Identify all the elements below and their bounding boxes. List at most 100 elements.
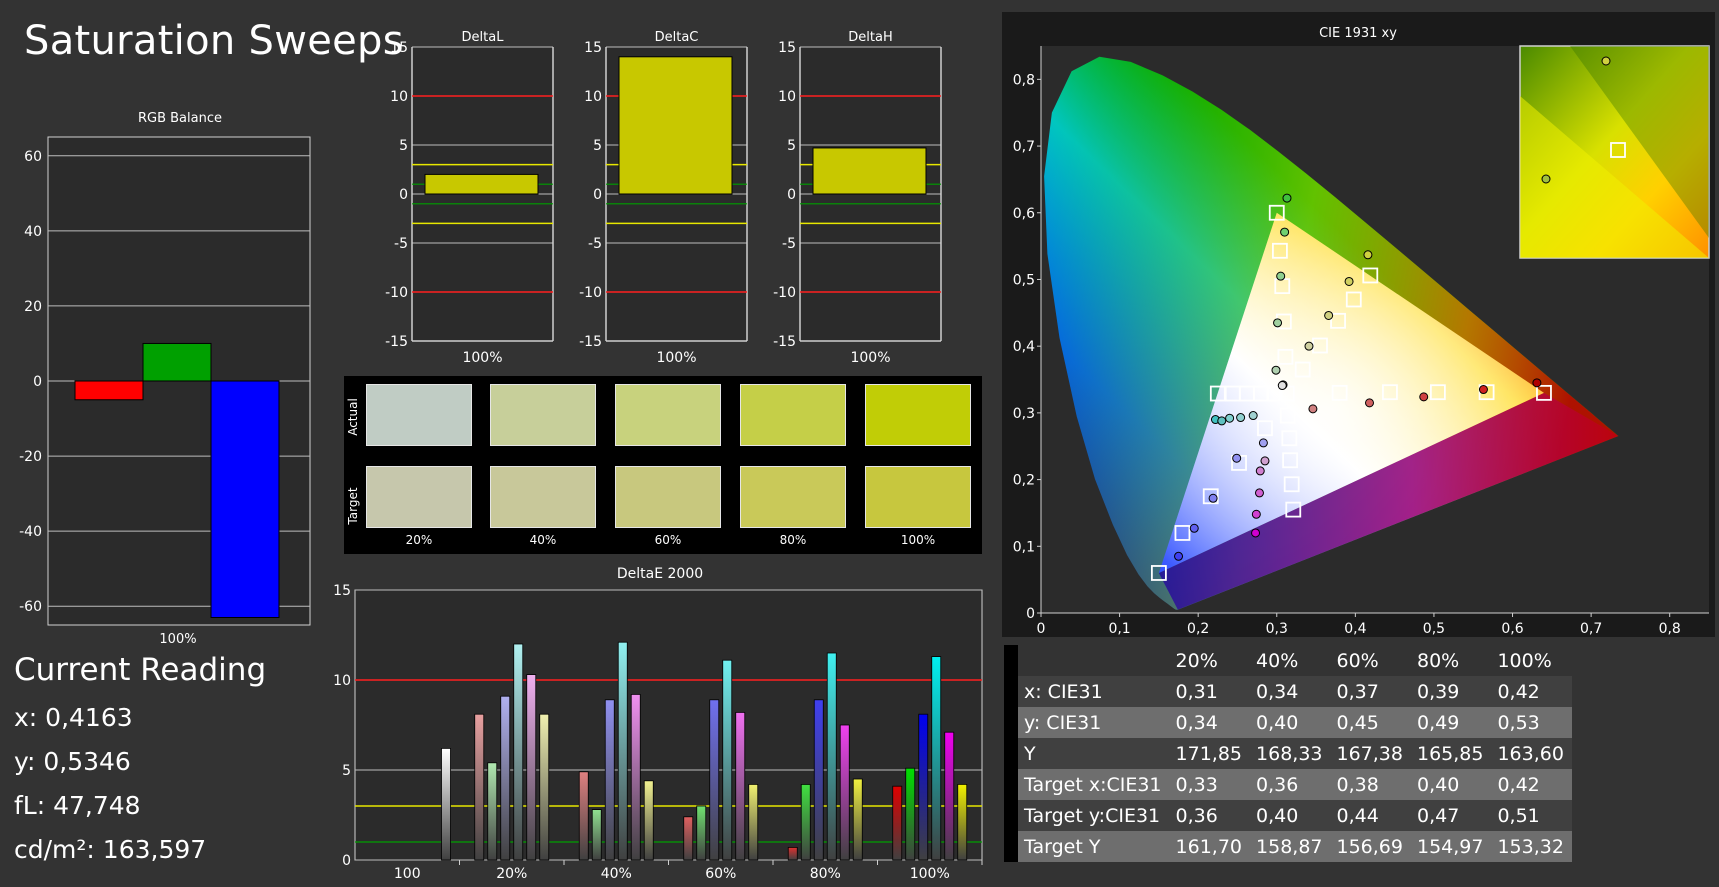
deltae-bar xyxy=(513,643,524,861)
cie-target-marker xyxy=(1257,420,1273,437)
deltae-xlabel: 60% xyxy=(705,866,736,882)
row-label: x: CIE31 xyxy=(1018,676,1170,707)
rgb-ytick: -60 xyxy=(19,599,42,615)
cie-target-marker xyxy=(1209,385,1226,402)
cie-target-marker xyxy=(1345,291,1362,308)
cie-xtick: 0,3 xyxy=(1266,621,1288,637)
table-cell: 0,39 xyxy=(1410,676,1492,707)
deltae-bar xyxy=(441,747,451,861)
reading-y: y: 0,5346 xyxy=(14,747,131,776)
actual-row-label-box: Actual xyxy=(344,376,362,458)
delta-xlabel: 100% xyxy=(850,350,890,366)
rgb-balance-title: RGB Balance xyxy=(138,111,222,126)
cie-measured-point xyxy=(1273,318,1283,328)
deltae-bar xyxy=(839,724,850,861)
current-reading-heading: Current Reading xyxy=(14,652,267,688)
table-cell: 0,40 xyxy=(1250,800,1331,831)
cie-target-marker xyxy=(1277,348,1294,365)
table-cell: 0,40 xyxy=(1410,769,1492,800)
delta-ytick: -15 xyxy=(579,334,602,350)
actual-swatch xyxy=(615,384,721,446)
delta-ytick: -15 xyxy=(385,334,408,350)
cie-measured-point xyxy=(1208,493,1218,503)
cie-measured-point xyxy=(1363,250,1373,260)
cie-zoom-triangle xyxy=(1520,96,1709,258)
target-row-label: Target xyxy=(346,487,360,525)
deltae-bar xyxy=(617,641,628,861)
rgb-ytick: -40 xyxy=(19,524,42,540)
table-header: 60% xyxy=(1330,645,1411,676)
delta-title: DeltaL xyxy=(462,30,505,45)
cie-measured-point xyxy=(1189,523,1199,533)
cie-target-marker xyxy=(1282,452,1299,469)
table-header-row: 20% 40% 60% 80% 100% xyxy=(1004,645,1572,676)
cie-target-marker xyxy=(1478,384,1495,401)
reading-cdm2: cd/m²: 163,597 xyxy=(14,835,207,864)
table-row: Target y:CIE31 0,36 0,40 0,44 0,47 0,51 xyxy=(1004,800,1572,831)
cie-measured-point xyxy=(1364,398,1374,408)
reading-x: x: 0,4163 xyxy=(14,703,133,732)
deltae-bar xyxy=(944,731,955,861)
rgb-bar-red xyxy=(74,380,144,401)
deltae-bar xyxy=(578,771,589,861)
delta-bar xyxy=(424,173,539,195)
cie-target-marker xyxy=(1536,384,1552,401)
table-header: 40% xyxy=(1250,645,1331,676)
deltae-ytick: 5 xyxy=(342,763,351,779)
cie-target-marker xyxy=(1272,242,1288,259)
delta-ytick: -10 xyxy=(773,285,796,301)
cie-measured-point xyxy=(1277,381,1287,391)
cie-target-marker xyxy=(1279,407,1296,424)
current-reading: Current Reading x: 0,4163 y: 0,5346 fL: … xyxy=(14,652,266,872)
cie-purple-region xyxy=(1158,392,1619,610)
cie-target-marker xyxy=(1285,501,1302,518)
cie-measured-point xyxy=(1304,341,1314,351)
table-cell: 153,32 xyxy=(1491,831,1572,862)
delta-ytick: 5 xyxy=(593,138,602,154)
cie-zoom-point xyxy=(1601,56,1611,66)
table-cell: 168,33 xyxy=(1250,738,1331,769)
table-cell: 171,85 xyxy=(1169,738,1251,769)
delta-title: DeltaH xyxy=(848,30,892,45)
cie-target-marker xyxy=(1283,476,1300,493)
rgb-bar-blue xyxy=(210,380,280,618)
table-cell: 0,34 xyxy=(1250,676,1331,707)
deltae-bar xyxy=(630,693,641,861)
delta-ytick: 10 xyxy=(390,89,408,105)
cie-measured-point xyxy=(1324,310,1334,320)
deltae-bar xyxy=(696,805,707,861)
cie-xtick: 0,2 xyxy=(1187,621,1209,637)
row-label: Y xyxy=(1018,738,1170,769)
target-swatch xyxy=(366,466,472,528)
delta-ytick: -10 xyxy=(579,285,602,301)
cie-ytick: 0,4 xyxy=(1013,339,1035,355)
cie-ytick: 0,5 xyxy=(1013,272,1035,288)
delta-ytick: -5 xyxy=(394,236,408,252)
target-swatch xyxy=(740,466,846,528)
cie-target-marker xyxy=(1202,488,1219,505)
swatch-label: 80% xyxy=(779,533,807,547)
delta-xlabel: 100% xyxy=(656,350,696,366)
delta-ytick: 5 xyxy=(399,138,408,154)
delta-ytick: 10 xyxy=(584,89,602,105)
delta-title: DeltaC xyxy=(655,30,699,45)
delta-panel-deltac: DeltaC 15 10 5 0 -5 -10 -15 100% xyxy=(579,30,748,366)
deltae-xlabel: 80% xyxy=(810,866,841,882)
deltae-bar xyxy=(722,659,733,861)
cie-target-marker xyxy=(1382,384,1398,401)
deltae-bar xyxy=(957,783,968,861)
cie-xtick: 0 xyxy=(1037,621,1046,637)
deltae-bar xyxy=(500,695,511,861)
delta-ytick: 5 xyxy=(787,138,796,154)
actual-row-label: Actual xyxy=(346,398,360,436)
table-cell: 0,36 xyxy=(1169,800,1251,831)
cie-ytick: 0,1 xyxy=(1013,539,1035,555)
table-cell: 158,87 xyxy=(1250,831,1331,862)
cie-measured-point xyxy=(1225,413,1235,423)
cie-measured-point xyxy=(1254,488,1264,498)
measurement-table: 20% 40% 60% 80% 100% x: CIE31 0,31 0,34 … xyxy=(1004,645,1572,862)
table-row: Target Y 161,70 158,87 156,69 154,97 153… xyxy=(1004,831,1572,862)
cie-zoom-target xyxy=(1610,142,1626,158)
cie-ytick: 0,8 xyxy=(1013,72,1035,88)
delta-charts: DeltaL 15 10 5 0 -5 -10 -15 100% DeltaC 15 10 5 0 -5 -1… xyxy=(385,30,942,366)
